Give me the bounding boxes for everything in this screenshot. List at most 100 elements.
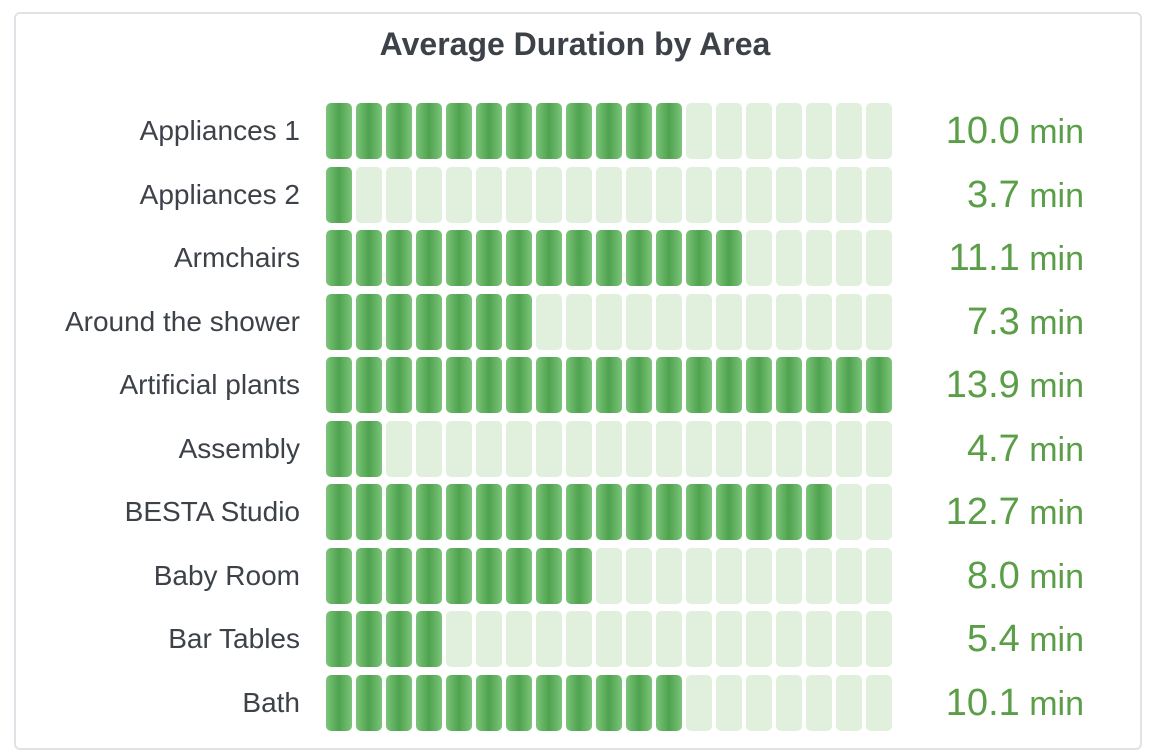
bar-cell-empty	[716, 547, 742, 604]
bar-cell-empty	[716, 674, 742, 731]
bar-cell-empty	[386, 420, 412, 477]
bar-cell-filled	[836, 357, 862, 413]
bar-cell-empty	[626, 293, 652, 350]
bar-cell-filled	[536, 674, 562, 731]
value-label: 13.9 min	[946, 357, 1084, 413]
bar-cell-filled	[356, 674, 382, 731]
chart-row: Bar Tables 5.4 min	[0, 611, 1150, 667]
bar-cell-filled	[566, 674, 592, 731]
bar-cell-filled	[386, 230, 412, 286]
bar-cell-empty	[476, 611, 502, 667]
bar-cell-empty	[716, 293, 742, 350]
value-label: 4.7 min	[967, 421, 1084, 477]
bar-cell-filled	[626, 484, 652, 540]
category-label: Armchairs	[173, 242, 300, 273]
chart-row: Appliances 2 3.7 min	[0, 166, 1150, 223]
bar-cell-empty	[806, 230, 832, 286]
bar-cell-filled	[506, 103, 532, 159]
bar-cell-filled	[326, 293, 352, 350]
bar-cell-filled	[356, 611, 382, 667]
bar-cell-empty	[626, 420, 652, 477]
chart-row: BESTA Studio 12.7 min	[0, 484, 1150, 540]
category-label: Appliances 2	[139, 178, 300, 210]
bar-cell-filled	[596, 230, 622, 286]
bar-cell-filled	[416, 547, 442, 604]
bar-cell-empty	[806, 420, 832, 477]
value-label: 5.4 min	[967, 611, 1084, 667]
bar-cell-empty	[566, 166, 592, 223]
bar-cell-empty	[806, 103, 832, 159]
bar-cell-filled	[776, 484, 802, 540]
category-label: Around the shower	[64, 305, 300, 337]
bar-cell-filled	[326, 420, 352, 477]
bar-cell-empty	[776, 230, 802, 286]
bar-cell-empty	[836, 166, 862, 223]
bar-cell-empty	[776, 674, 802, 731]
bar-cell-filled	[476, 547, 502, 604]
bar-cell-empty	[866, 103, 892, 159]
value-label: 11.1 min	[949, 230, 1084, 286]
value-label: 10.0 min	[946, 103, 1084, 159]
bar-cell-empty	[506, 420, 532, 477]
bar-cell-empty	[596, 166, 622, 223]
value-unit: min	[1019, 430, 1084, 469]
bar-cell-empty	[716, 103, 742, 159]
bar-cell-empty	[416, 166, 442, 223]
bar-cell-empty	[866, 420, 892, 477]
bar-cell-empty	[566, 611, 592, 667]
bar-cells	[326, 166, 896, 223]
bar-cell-filled	[746, 484, 772, 540]
bar-cell-empty	[836, 611, 862, 667]
bar-cell-filled	[386, 611, 412, 667]
bar-cell-filled	[356, 293, 382, 350]
bar-cell-empty	[836, 420, 862, 477]
bar-cell-filled	[656, 230, 682, 286]
bar-cell-empty	[656, 166, 682, 223]
bar-cell-empty	[866, 547, 892, 604]
bar-cell-empty	[536, 166, 562, 223]
bar-cell-filled	[416, 293, 442, 350]
bar-cells	[326, 547, 896, 604]
value-number: 7.3	[966, 300, 1020, 343]
bar-cell-empty	[536, 420, 562, 477]
bar-cells	[326, 103, 896, 159]
bar-cell-filled	[566, 103, 592, 159]
bar-cell-filled	[416, 674, 442, 731]
value-unit: min	[1019, 240, 1084, 278]
bar-cell-empty	[356, 166, 382, 223]
value-unit: min	[1019, 367, 1084, 405]
bar-cell-filled	[476, 484, 502, 540]
bar-cell-empty	[686, 611, 712, 667]
value-unit: min	[1019, 176, 1084, 215]
value-unit: min	[1019, 557, 1084, 596]
bar-cell-filled	[416, 103, 442, 159]
bar-cell-filled	[566, 547, 592, 604]
bar-cell-filled	[386, 484, 412, 540]
chart-row: Armchairs 11.1 min	[0, 230, 1150, 286]
bar-cell-filled	[506, 230, 532, 286]
bar-cell-empty	[746, 103, 772, 159]
bar-cell-empty	[596, 420, 622, 477]
bar-cell-empty	[806, 166, 832, 223]
bar-cell-filled	[506, 484, 532, 540]
bar-cell-empty	[686, 547, 712, 604]
bar-cell-filled	[716, 484, 742, 540]
bar-cell-empty	[686, 293, 712, 350]
bar-cell-filled	[716, 230, 742, 286]
bar-cell-empty	[806, 547, 832, 604]
bar-cells	[326, 674, 896, 731]
bar-cell-filled	[596, 674, 622, 731]
value-label: 10.1 min	[946, 675, 1084, 731]
bar-cell-empty	[656, 420, 682, 477]
bar-cell-filled	[416, 230, 442, 286]
bar-cell-empty	[476, 420, 502, 477]
bar-cell-empty	[776, 420, 802, 477]
bar-cell-filled	[746, 357, 772, 413]
chart-row: Assembly 4.7 min	[0, 420, 1150, 477]
bar-cell-filled	[476, 103, 502, 159]
bar-cell-filled	[656, 103, 682, 159]
bar-cell-filled	[476, 357, 502, 413]
bar-cell-empty	[746, 166, 772, 223]
bar-cell-empty	[716, 611, 742, 667]
bar-cell-empty	[656, 547, 682, 604]
